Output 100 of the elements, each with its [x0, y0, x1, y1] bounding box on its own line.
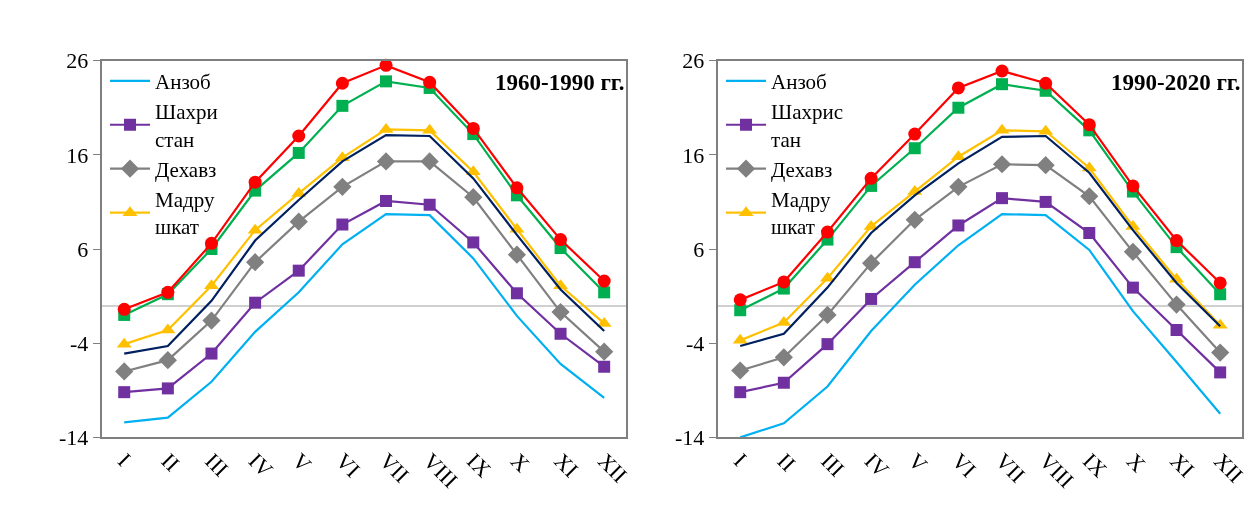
point — [289, 212, 308, 231]
x-tick-label: V — [287, 448, 317, 478]
point — [1214, 366, 1227, 379]
x-tick-label: VI — [331, 448, 366, 483]
point — [1039, 76, 1053, 90]
point — [733, 293, 747, 307]
point — [821, 338, 834, 351]
point — [905, 210, 924, 229]
point — [336, 218, 349, 231]
y-tick-label: 16 — [682, 142, 705, 168]
legend-label: Шахри стан — [155, 100, 218, 152]
point — [598, 286, 611, 299]
x-tick-label: IV — [859, 448, 894, 483]
point — [246, 253, 265, 272]
y-tick-label: -14 — [58, 425, 89, 451]
point — [202, 311, 221, 330]
point — [949, 177, 968, 196]
point — [204, 236, 218, 250]
point — [1036, 156, 1055, 175]
point — [554, 233, 568, 247]
point — [423, 75, 437, 89]
point — [1126, 281, 1139, 294]
x-tick-label: XII — [1208, 448, 1249, 488]
y-tick-label: 16 — [66, 142, 89, 168]
point — [117, 302, 131, 316]
point — [777, 376, 790, 389]
x-tick-label: III — [200, 448, 234, 482]
x-tick-label: IX — [461, 448, 497, 483]
x-tick-label: IX — [1077, 448, 1113, 483]
x-tick-label: II — [772, 448, 801, 477]
point — [376, 152, 396, 171]
legend-label: Шахрис тан — [771, 100, 844, 152]
x-tick-label: VI — [947, 448, 982, 483]
point — [507, 245, 527, 264]
x-tick-label: VII — [990, 448, 1030, 488]
point — [992, 155, 1012, 174]
chart-title: 1990-2020 гг. — [1111, 70, 1241, 95]
point — [292, 264, 305, 277]
point — [248, 175, 262, 189]
point — [292, 129, 306, 143]
point — [420, 152, 439, 171]
x-tick-label: II — [156, 448, 185, 477]
line-series — [739, 213, 1222, 438]
point — [1083, 227, 1096, 239]
point — [951, 81, 965, 95]
point — [1211, 343, 1230, 362]
point — [554, 327, 567, 340]
point — [466, 121, 480, 135]
x-tick-label: XI — [549, 448, 584, 483]
point — [336, 99, 349, 112]
legend-label: Дехавз — [155, 157, 217, 182]
point — [734, 386, 747, 399]
point — [908, 142, 921, 155]
legend-label: Мадру шкат — [771, 188, 831, 240]
point — [158, 351, 177, 370]
point — [1213, 276, 1227, 290]
point — [551, 303, 570, 322]
point — [731, 361, 750, 380]
point — [205, 347, 218, 360]
legend-label: Анзоб — [155, 69, 211, 94]
legend-label: Анзоб — [771, 69, 827, 94]
y-tick-label: 6 — [77, 236, 89, 262]
point — [864, 171, 878, 185]
x-tick-label: VII — [374, 448, 414, 488]
chart-title: 1960-1990 гг. — [495, 70, 625, 95]
point — [818, 305, 837, 325]
point — [1170, 324, 1183, 337]
point — [464, 188, 483, 207]
x-tick-label: X — [505, 448, 535, 478]
point — [908, 127, 922, 141]
x-tick-label: III — [816, 448, 850, 482]
point — [1082, 118, 1096, 132]
point — [467, 236, 480, 249]
point — [423, 198, 436, 211]
legend-label: Дехавз — [771, 157, 833, 182]
point — [333, 177, 352, 196]
point — [335, 76, 349, 90]
point — [1080, 187, 1099, 206]
x-tick-label: XII — [592, 448, 633, 488]
legend-label: Мадру шкат — [155, 188, 215, 240]
point — [952, 101, 965, 114]
point — [1167, 295, 1186, 314]
point — [510, 287, 523, 300]
point — [777, 275, 791, 289]
x-tick-label: V — [903, 448, 933, 478]
y-tick-label: -4 — [69, 330, 89, 356]
point — [598, 360, 611, 373]
line-series — [123, 213, 606, 424]
point — [1170, 234, 1184, 248]
point — [774, 348, 793, 367]
y-tick-label: 26 — [66, 48, 89, 74]
point — [597, 274, 611, 288]
x-tick-label: VIII — [1034, 448, 1079, 493]
point — [380, 194, 393, 207]
point — [952, 219, 965, 232]
point — [1123, 242, 1143, 261]
point — [995, 64, 1009, 78]
point — [865, 292, 878, 305]
y-tick-label: -4 — [685, 330, 705, 356]
x-tick-label: XI — [1165, 448, 1200, 483]
